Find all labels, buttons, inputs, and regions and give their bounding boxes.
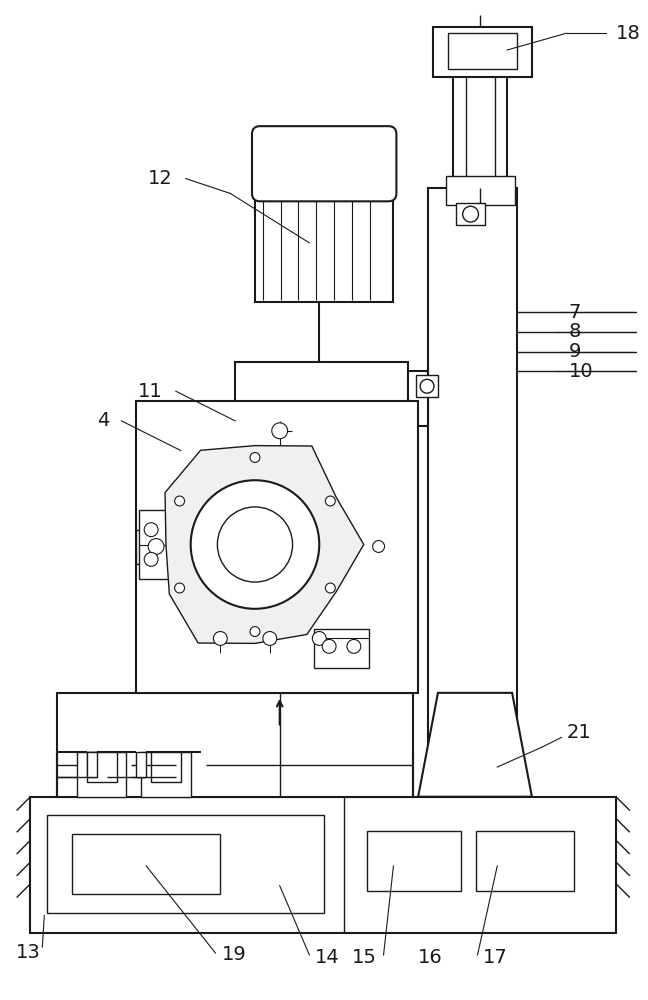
- Bar: [136, 752, 146, 777]
- Circle shape: [263, 632, 277, 645]
- Text: 11: 11: [138, 382, 163, 401]
- Circle shape: [175, 496, 185, 506]
- Text: 19: 19: [222, 945, 247, 964]
- Circle shape: [145, 552, 158, 566]
- Bar: [139, 510, 174, 579]
- Bar: [428, 188, 517, 797]
- Bar: [57, 693, 413, 797]
- Circle shape: [148, 539, 164, 554]
- Circle shape: [250, 627, 260, 636]
- FancyBboxPatch shape: [252, 126, 397, 201]
- Bar: [448, 33, 517, 69]
- Bar: [136, 530, 176, 564]
- Bar: [295, 510, 324, 530]
- Bar: [30, 797, 616, 933]
- Bar: [446, 176, 515, 205]
- Text: 12: 12: [148, 169, 173, 188]
- Text: 16: 16: [418, 948, 443, 967]
- Bar: [314, 629, 369, 668]
- Circle shape: [175, 583, 185, 593]
- Bar: [416, 375, 438, 397]
- Circle shape: [312, 632, 326, 645]
- Text: 17: 17: [483, 948, 507, 967]
- Text: 4: 4: [97, 411, 110, 430]
- Circle shape: [373, 541, 384, 552]
- Text: 7: 7: [568, 303, 581, 322]
- Text: 15: 15: [352, 948, 376, 967]
- Circle shape: [420, 379, 434, 393]
- Circle shape: [463, 206, 478, 222]
- Bar: [408, 371, 428, 426]
- Bar: [77, 752, 126, 797]
- Circle shape: [325, 496, 335, 506]
- Text: 10: 10: [568, 362, 593, 381]
- Circle shape: [322, 639, 336, 653]
- Bar: [87, 752, 117, 782]
- Circle shape: [145, 523, 158, 537]
- Circle shape: [325, 583, 335, 593]
- Text: 13: 13: [16, 943, 40, 962]
- Text: 8: 8: [568, 322, 581, 341]
- Bar: [301, 490, 318, 510]
- Bar: [47, 815, 324, 913]
- Circle shape: [213, 632, 227, 645]
- Circle shape: [272, 423, 288, 439]
- Circle shape: [191, 480, 319, 609]
- Bar: [87, 752, 97, 777]
- Bar: [453, 55, 507, 188]
- Bar: [456, 203, 485, 225]
- Text: 18: 18: [616, 24, 641, 43]
- Polygon shape: [165, 446, 364, 643]
- Bar: [476, 831, 574, 891]
- Bar: [141, 752, 191, 797]
- Circle shape: [250, 453, 260, 462]
- Bar: [433, 27, 532, 77]
- Bar: [235, 362, 408, 549]
- Bar: [151, 752, 181, 782]
- Polygon shape: [418, 693, 532, 797]
- Text: 14: 14: [316, 948, 340, 967]
- Bar: [72, 834, 220, 894]
- Bar: [367, 831, 461, 891]
- Bar: [255, 188, 393, 302]
- Circle shape: [347, 639, 361, 653]
- Text: 9: 9: [568, 342, 581, 361]
- Bar: [136, 401, 418, 693]
- Circle shape: [217, 507, 292, 582]
- Text: 21: 21: [566, 723, 591, 742]
